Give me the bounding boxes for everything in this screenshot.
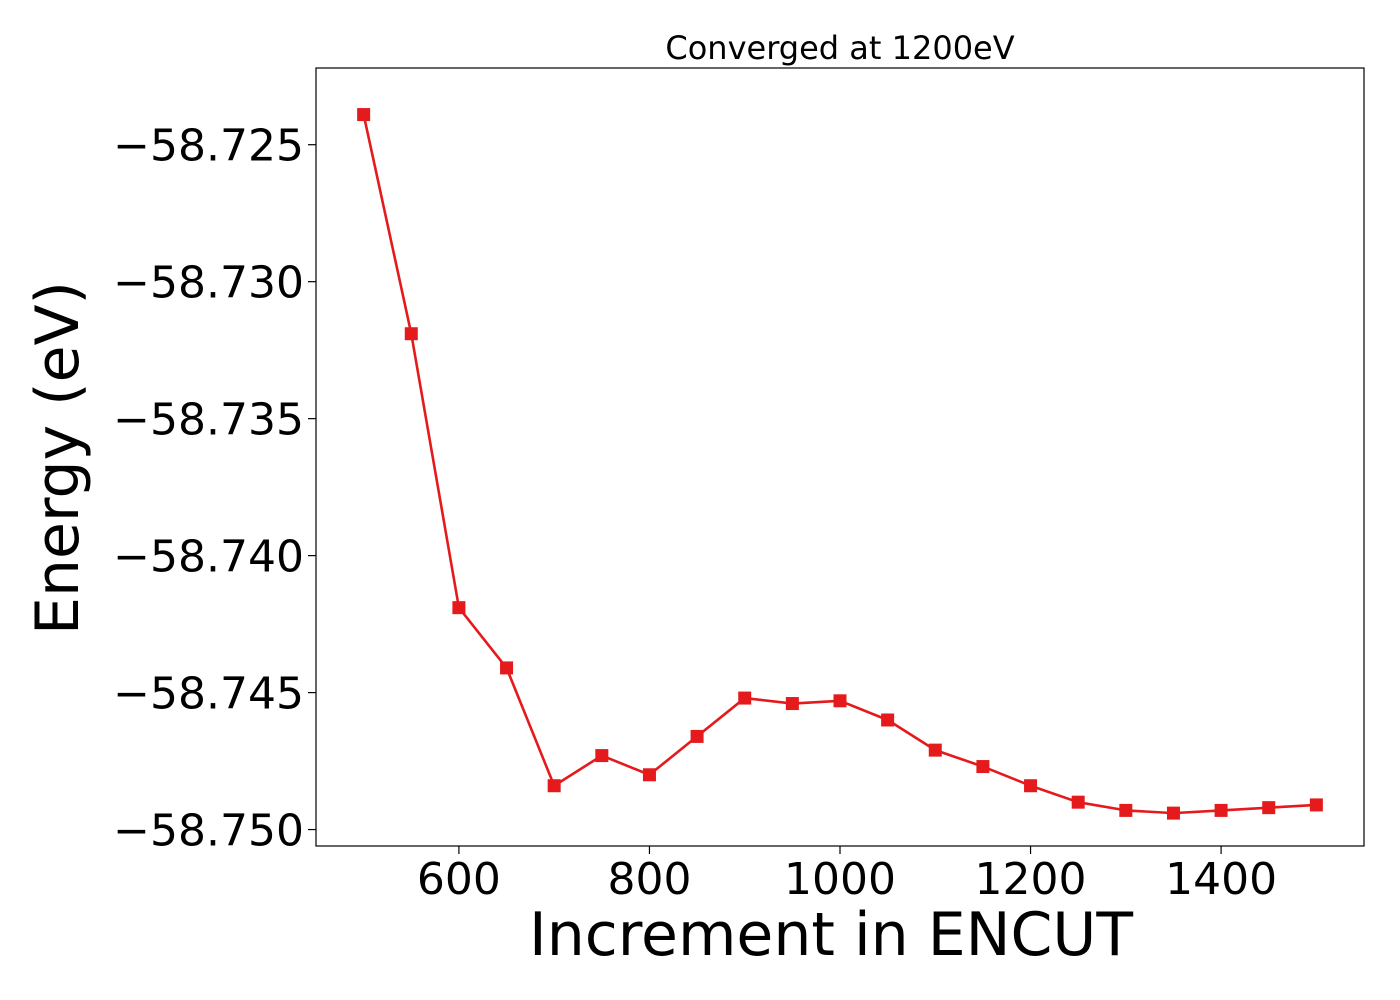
x-tick-label: 1400 <box>1165 854 1277 905</box>
x-tick-label: 800 <box>607 854 691 905</box>
data-point-marker <box>404 327 418 341</box>
data-point-marker <box>976 760 990 774</box>
y-tick-label: −58.730 <box>113 258 304 309</box>
data-point-marker <box>1262 801 1276 815</box>
data-point-marker <box>595 749 609 763</box>
data-point-marker <box>1166 806 1180 820</box>
x-tick-label: 600 <box>417 854 501 905</box>
x-axis: 600 800 1000 1200 1400 <box>417 846 1277 905</box>
data-point-marker <box>690 729 704 743</box>
y-tick-label: −58.740 <box>113 532 304 583</box>
y-tick-label: −58.745 <box>113 669 304 720</box>
y-axis: −58.725 −58.730 −58.735 −58.740 −58.745 −58.7… <box>113 121 316 857</box>
data-point-marker <box>1071 795 1085 809</box>
x-tick-label: 1200 <box>975 854 1087 905</box>
plot-area <box>357 108 1323 820</box>
x-tick-label: 1000 <box>784 854 896 905</box>
data-point-marker <box>452 601 466 615</box>
data-point-marker <box>833 694 847 708</box>
x-axis-label: Increment in ENCUT <box>529 900 1133 970</box>
y-tick-label: −58.725 <box>113 121 304 172</box>
data-point-marker <box>738 691 752 705</box>
y-axis-label: Energy (eV) <box>23 281 93 635</box>
y-tick-label: −58.735 <box>113 395 304 446</box>
data-point-marker <box>1119 803 1133 817</box>
data-point-marker <box>1024 779 1038 793</box>
data-point-marker <box>928 743 942 757</box>
y-tick-label: −58.750 <box>113 806 304 857</box>
data-point-marker <box>881 713 895 727</box>
data-point-marker <box>1309 798 1323 812</box>
data-point-marker <box>1214 803 1228 817</box>
chart-title: Converged at 1200eV <box>665 29 1014 67</box>
data-point-marker <box>642 768 656 782</box>
plot-frame <box>315 67 1365 847</box>
data-point-marker <box>547 779 561 793</box>
series-line <box>362 114 1317 815</box>
data-point-marker <box>357 108 371 122</box>
data-point-marker <box>500 661 514 675</box>
data-point-marker <box>785 697 799 711</box>
